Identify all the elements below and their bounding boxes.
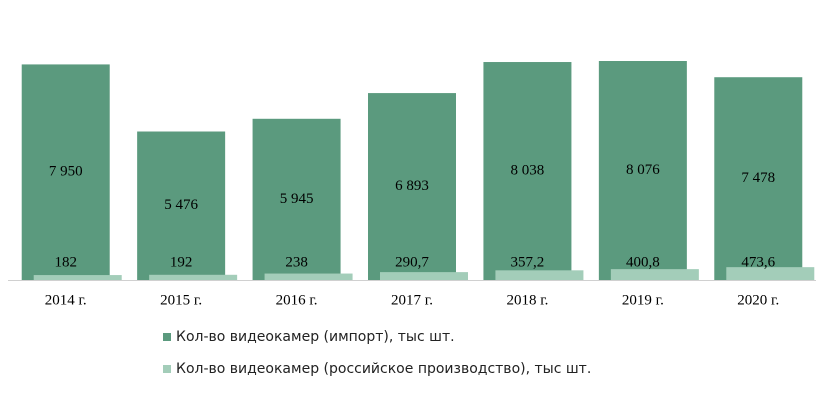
bar	[726, 267, 815, 280]
data-label: 8 076	[626, 162, 660, 178]
x-tick-label: 2015 г.	[160, 292, 202, 308]
legend-label: Кол-во видеокамер (импорт), тыс шт.	[176, 329, 455, 345]
bar	[264, 273, 353, 280]
data-label: 7 950	[49, 164, 83, 180]
bar	[149, 274, 238, 280]
bar	[380, 272, 468, 280]
bar	[137, 131, 226, 280]
data-label: 7 478	[741, 170, 775, 186]
x-tick-label: 2020 г.	[737, 292, 779, 308]
data-label: 8 038	[511, 162, 545, 178]
x-tick-label: 2016 г.	[276, 292, 318, 308]
bar	[714, 77, 803, 281]
legend-label: Кол-во видеокамер (российское производст…	[176, 361, 591, 377]
data-label: 473,6	[741, 254, 775, 270]
x-tick-label: 2014 г.	[45, 292, 87, 308]
data-label: 357,2	[511, 254, 545, 270]
bar	[495, 270, 584, 280]
legend-swatch	[163, 365, 171, 373]
data-label: 192	[170, 254, 193, 270]
x-tick-label: 2017 г.	[391, 292, 433, 308]
data-label: 5 945	[280, 191, 314, 207]
data-label: 6 893	[395, 178, 429, 194]
x-tick-label: 2018 г.	[506, 292, 548, 308]
legend-swatch	[163, 333, 171, 341]
bar	[483, 62, 572, 281]
data-label: 290,7	[395, 254, 429, 270]
data-label: 238	[285, 254, 308, 270]
bar	[598, 61, 687, 280]
bar	[33, 275, 122, 280]
bar	[610, 269, 699, 280]
bar	[368, 93, 456, 280]
data-label: 5 476	[164, 197, 198, 213]
data-label: 182	[54, 254, 77, 270]
bar	[252, 118, 341, 281]
bar	[21, 64, 110, 280]
x-tick-label: 2019 г.	[622, 292, 664, 308]
data-label: 400,8	[626, 254, 660, 270]
